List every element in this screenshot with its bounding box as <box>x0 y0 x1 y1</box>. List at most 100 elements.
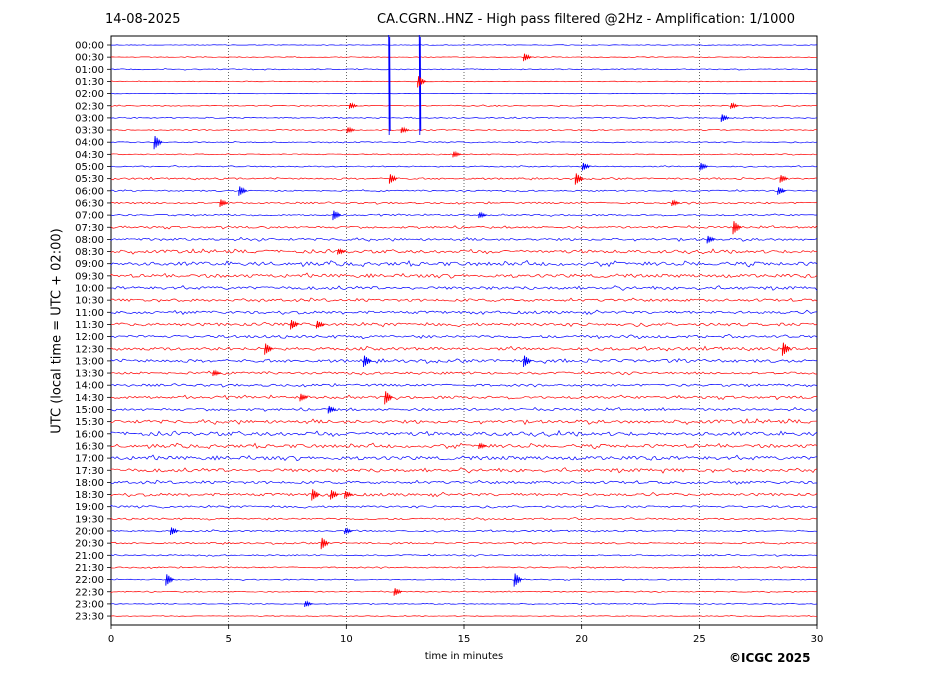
x-tick-label-0: 0 <box>108 634 114 645</box>
y-tick-label-11:00: 11:00 <box>75 308 104 319</box>
y-tick-label-01:00: 01:00 <box>75 65 104 76</box>
event-12:30-27 <box>264 343 273 355</box>
y-tick-label-10:00: 10:00 <box>75 284 104 295</box>
trace-row-02:30 <box>110 104 818 107</box>
grid-lines <box>228 36 700 625</box>
y-tick-label-14:00: 14:00 <box>75 381 104 392</box>
event-06:00-17 <box>777 187 786 195</box>
trace-row-20:30 <box>110 541 818 545</box>
event-13:30-31 <box>212 369 222 377</box>
event-13:00-29 <box>363 355 372 367</box>
y-tick-label-11:30: 11:30 <box>75 320 104 331</box>
y-tick-label-19:30: 19:30 <box>75 514 104 525</box>
event-08:00-23 <box>706 235 716 244</box>
trace-row-02:00 <box>110 92 818 95</box>
trace-row-06:00 <box>110 189 818 193</box>
trace-row-14:30 <box>110 394 818 401</box>
y-tick-label-05:30: 05:30 <box>75 174 104 185</box>
x-tick-label-20: 20 <box>575 634 588 645</box>
y-tick-label-09:00: 09:00 <box>75 259 104 270</box>
y-tick-label-02:00: 02:00 <box>75 89 104 100</box>
y-tick-label-07:30: 07:30 <box>75 223 104 234</box>
y-tick-label-06:00: 06:00 <box>75 186 104 197</box>
y-tick-label-15:30: 15:30 <box>75 417 104 428</box>
y-tick-label-07:00: 07:00 <box>75 211 104 222</box>
trace-row-13:30 <box>110 370 818 376</box>
trace-row-15:00 <box>110 406 818 412</box>
x-tick-label-15: 15 <box>458 634 471 645</box>
event-markers <box>153 34 791 607</box>
trace-row-01:00 <box>110 68 818 71</box>
y-tick-label-08:30: 08:30 <box>75 247 104 258</box>
event-22:00-43 <box>513 573 523 587</box>
event-05:00-12 <box>699 162 709 171</box>
trace-rows <box>110 44 818 617</box>
y-tick-label-17:30: 17:30 <box>75 466 104 477</box>
event-11:30-25 <box>290 320 299 330</box>
y-tick-label-09:30: 09:30 <box>75 271 104 282</box>
y-tick-label-17:00: 17:00 <box>75 454 104 465</box>
y-tick-label-20:30: 20:30 <box>75 539 104 550</box>
event-03:30-8 <box>400 126 410 134</box>
trace-row-22:30 <box>110 590 818 593</box>
y-tick-label-18:30: 18:30 <box>75 490 104 501</box>
y-tick-label-21:00: 21:00 <box>75 551 104 562</box>
event-20:30-41 <box>320 537 330 550</box>
trace-row-18:30 <box>110 491 818 498</box>
event-11:30-26 <box>315 320 325 329</box>
event-07:30-22 <box>732 221 742 235</box>
trace-row-12:00 <box>110 333 818 340</box>
trace-row-22:00 <box>110 578 818 581</box>
event-07:00-21 <box>478 211 487 219</box>
trace-row-12:30 <box>110 345 818 352</box>
trace-row-18:00 <box>110 479 818 486</box>
y-tick-label-03:00: 03:00 <box>75 113 104 124</box>
y-axis-label: UTC (local time = UTC + 02:00) <box>49 228 65 434</box>
x-tick-label-5: 5 <box>225 634 231 645</box>
y-tick-label-20:00: 20:00 <box>75 527 104 538</box>
y-tick-label-05:00: 05:00 <box>75 162 104 173</box>
y-tick-label-23:30: 23:30 <box>75 612 104 623</box>
trace-row-15:30 <box>110 418 818 426</box>
y-tick-label-16:00: 16:00 <box>75 429 104 440</box>
y-tick-label-18:00: 18:00 <box>75 478 104 489</box>
event-07:00-20 <box>332 210 342 221</box>
event-13:00-30 <box>523 355 532 367</box>
trace-row-00:30 <box>110 56 818 59</box>
trace-row-23:00 <box>110 602 818 605</box>
y-tick-label-06:30: 06:30 <box>75 198 104 209</box>
trace-row-16:00 <box>110 429 818 438</box>
trace-row-06:30 <box>110 201 818 205</box>
trace-row-03:00 <box>110 116 818 120</box>
y-tick-label-02:30: 02:30 <box>75 101 104 112</box>
y-tick-label-19:00: 19:00 <box>75 502 104 513</box>
trace-row-23:30 <box>110 615 817 617</box>
trace-row-19:30 <box>110 517 818 521</box>
y-tick-label-00:00: 00:00 <box>75 41 104 52</box>
trace-row-08:00 <box>110 236 818 242</box>
event-00:00-0 <box>388 34 391 136</box>
event-05:30-14 <box>574 173 584 185</box>
trace-row-21:30 <box>110 565 818 569</box>
event-23:00-45 <box>304 600 313 607</box>
trace-row-13:00 <box>110 358 818 364</box>
y-tick-label-21:30: 21:30 <box>75 563 104 574</box>
trace-row-14:00 <box>110 382 818 388</box>
event-18:30-37 <box>330 490 339 500</box>
y-tick-label-10:30: 10:30 <box>75 296 104 307</box>
trace-row-04:00 <box>110 141 818 144</box>
event-04:30-10 <box>452 150 462 158</box>
trace-row-03:30 <box>110 128 818 132</box>
trace-row-16:30 <box>110 442 818 450</box>
chart-title: CA.CGRN..HNZ - High pass filtered @2Hz -… <box>377 12 795 27</box>
event-20:00-39 <box>170 527 179 536</box>
trace-row-00:00 <box>110 44 818 46</box>
event-05:30-15 <box>779 175 789 183</box>
trace-row-09:30 <box>110 272 818 279</box>
trace-row-05:00 <box>110 165 818 168</box>
y-tick-label-13:30: 13:30 <box>75 369 104 380</box>
y-tick-label-12:00: 12:00 <box>75 332 104 343</box>
copyright-label: ©ICGC 2025 <box>729 651 811 665</box>
event-04:00-9 <box>153 136 163 150</box>
